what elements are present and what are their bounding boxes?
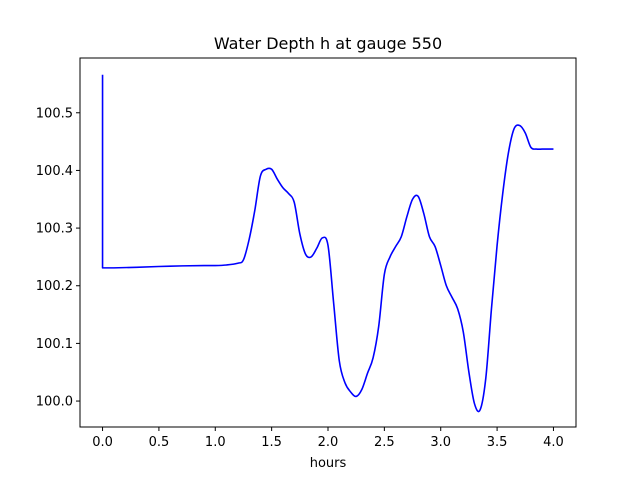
y-axis: 100.0 100.1 100.2 100.3 100.4 100.5 <box>36 106 80 410</box>
x-tick-label: 2.0 <box>318 435 339 450</box>
x-tick-label: 1.0 <box>205 435 226 450</box>
y-tick-label: 100.3 <box>36 222 73 237</box>
series-layer <box>101 74 554 413</box>
x-tick-label: 1.5 <box>261 435 282 450</box>
chart-title: Water Depth h at gauge 550 <box>214 34 442 53</box>
y-tick-label: 100.0 <box>36 395 73 410</box>
y-tick-label: 100.1 <box>36 337 73 352</box>
x-tick-label: 2.5 <box>374 435 395 450</box>
y-tick-label: 100.5 <box>36 106 73 121</box>
y-tick-label: 100.4 <box>36 164 73 179</box>
x-tick-label: 3.5 <box>487 435 508 450</box>
x-tick-label: 0.0 <box>92 435 113 450</box>
x-tick-label: 4.0 <box>543 435 564 450</box>
x-tick-label: 0.5 <box>149 435 170 450</box>
series-line <box>101 74 554 413</box>
x-tick-label: 3.0 <box>430 435 451 450</box>
x-axis-title: hours <box>310 456 347 471</box>
y-tick-label: 100.2 <box>36 279 73 294</box>
x-axis: 0.0 0.5 1.0 1.5 2.0 2.5 3.0 3.5 4.0 <box>92 427 564 450</box>
